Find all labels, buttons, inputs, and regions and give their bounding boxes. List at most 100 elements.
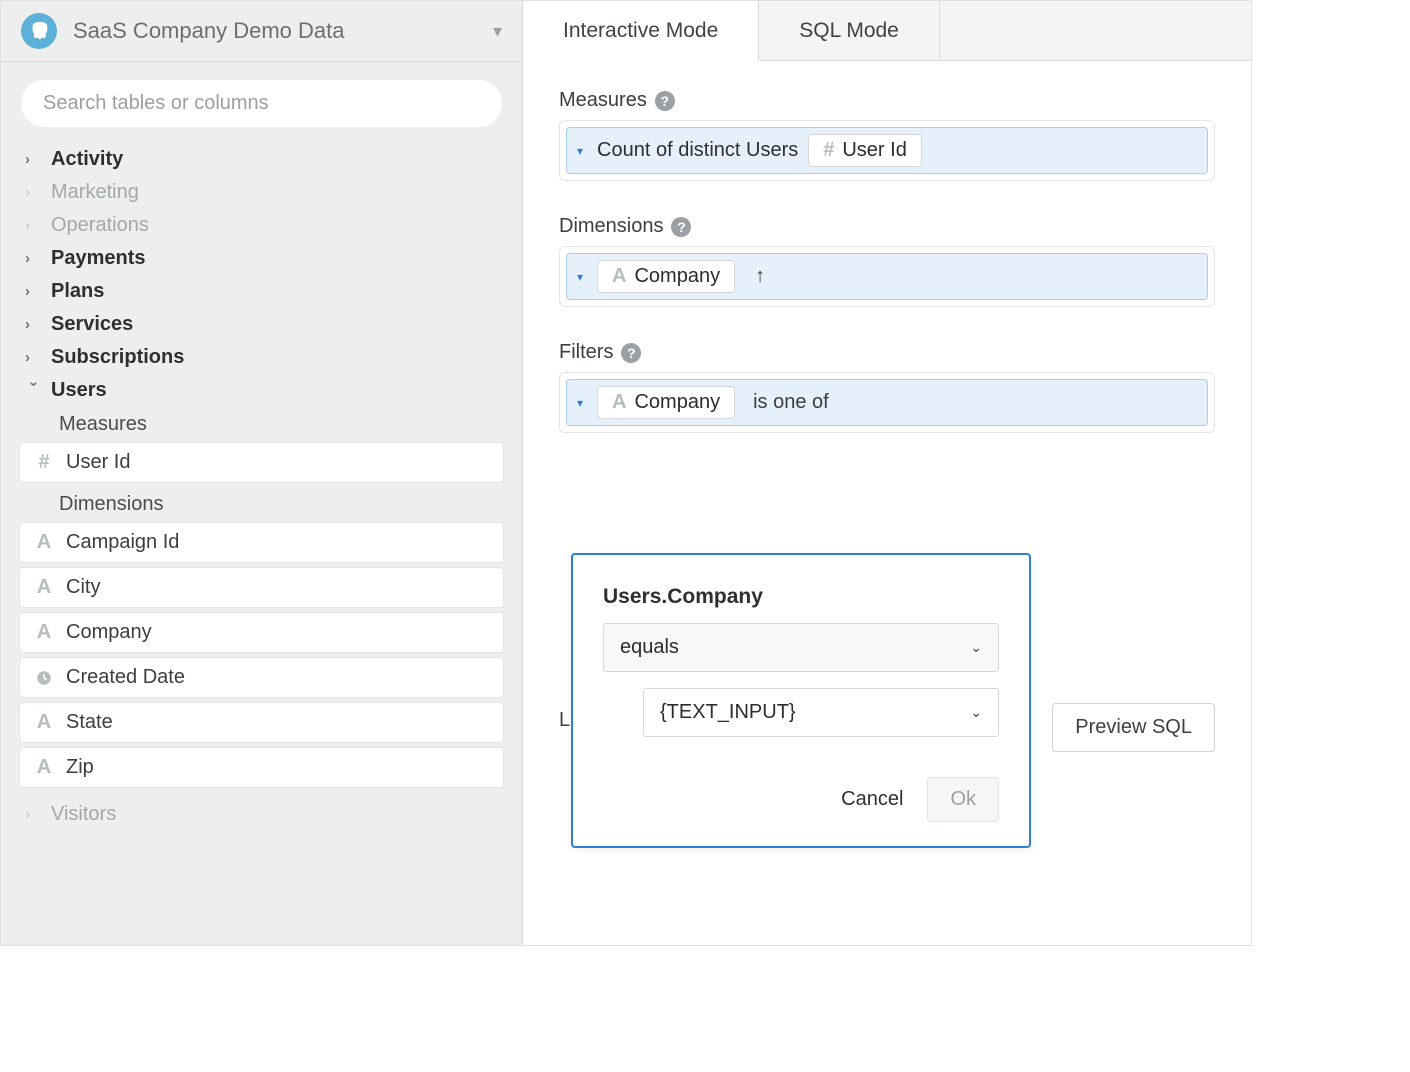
chevron-right-icon: › — [25, 806, 43, 823]
data-source-selector[interactable]: SaaS Company Demo Data ▾ — [1, 1, 522, 62]
field-campaign-id[interactable]: A Campaign Id — [19, 522, 504, 563]
section-title: Filters ? — [559, 341, 1215, 364]
measures-heading: Measures — [1, 407, 522, 442]
main-panel: Interactive Mode SQL Mode Measures ? ▾ C… — [523, 1, 1251, 945]
value-select[interactable]: {TEXT_INPUT} ⌄ — [643, 688, 999, 737]
cancel-button[interactable]: Cancel — [841, 788, 903, 811]
field-created-date[interactable]: Created Date — [19, 657, 504, 698]
sort-asc-icon[interactable]: ↑ — [755, 265, 765, 288]
text-icon: A — [32, 621, 56, 644]
text-icon: A — [32, 756, 56, 779]
search-wrap — [1, 62, 522, 139]
tab-interactive-mode[interactable]: Interactive Mode — [523, 1, 759, 61]
table-visitors[interactable]: › Visitors — [1, 798, 522, 831]
operator-select[interactable]: equals ⌄ — [603, 623, 999, 672]
field-label: Company — [66, 621, 152, 644]
field-company[interactable]: A Company — [19, 612, 504, 653]
table-services[interactable]: › Services — [1, 308, 522, 341]
table-label: Operations — [51, 214, 149, 237]
table-label: Marketing — [51, 181, 139, 204]
dimension-pill[interactable]: ▾ A Company ↑ — [566, 253, 1208, 300]
table-marketing[interactable]: › Marketing — [1, 176, 522, 209]
number-icon: # — [823, 139, 834, 162]
table-plans[interactable]: › Plans — [1, 275, 522, 308]
caret-down-icon[interactable]: ▾ — [577, 270, 583, 284]
chevron-right-icon: › — [25, 316, 43, 333]
chevron-right-icon: › — [25, 283, 43, 300]
filter-pill[interactable]: ▾ A Company is one of — [566, 379, 1208, 426]
table-payments[interactable]: › Payments — [1, 242, 522, 275]
ok-button[interactable]: Ok — [927, 777, 999, 822]
filter-editor-popover: Users.Company equals ⌄ {TEXT_INPUT} ⌄ Ca… — [571, 553, 1031, 848]
chip-label: User Id — [842, 139, 906, 162]
table-label: Users — [51, 379, 107, 402]
tab-sql-mode[interactable]: SQL Mode — [759, 1, 940, 60]
button-label: Ok — [950, 788, 976, 810]
table-label: Services — [51, 313, 133, 336]
button-label: Preview SQL — [1075, 716, 1192, 738]
table-label: Activity — [51, 148, 123, 171]
text-icon: A — [32, 576, 56, 599]
table-users[interactable]: › Users — [1, 374, 522, 407]
text-icon: A — [32, 531, 56, 554]
measures-dropzone[interactable]: ▾ Count of distinct Users # User Id — [559, 120, 1215, 181]
table-operations[interactable]: › Operations — [1, 209, 522, 242]
partial-label: L — [559, 709, 570, 732]
field-label: User Id — [66, 451, 130, 474]
table-tree: › Activity › Marketing › Operations › Pa… — [1, 139, 522, 841]
filter-operator: is one of — [753, 391, 829, 414]
text-icon: A — [612, 265, 626, 288]
dimensions-heading: Dimensions — [1, 487, 522, 522]
chevron-right-icon: › — [25, 151, 43, 168]
section-title: Dimensions ? — [559, 215, 1215, 238]
popover-actions: Cancel Ok — [603, 777, 999, 822]
field-zip[interactable]: A Zip — [19, 747, 504, 788]
field-state[interactable]: A State — [19, 702, 504, 743]
dimensions-list: A Campaign Id A City A Company Created D… — [1, 522, 522, 788]
button-label: Cancel — [841, 788, 903, 810]
chevron-down-icon: ⌄ — [970, 704, 982, 721]
field-label: City — [66, 576, 100, 599]
operator-value: equals — [620, 636, 679, 659]
chevron-right-icon: › — [25, 349, 43, 366]
table-activity[interactable]: › Activity — [1, 143, 522, 176]
tab-label: SQL Mode — [799, 19, 899, 42]
table-subscriptions[interactable]: › Subscriptions — [1, 341, 522, 374]
help-icon[interactable]: ? — [655, 91, 675, 111]
measure-chip-user-id[interactable]: # User Id — [808, 134, 922, 167]
field-label: Campaign Id — [66, 531, 179, 554]
field-label: Created Date — [66, 666, 185, 689]
table-label: Visitors — [51, 803, 116, 826]
dimension-chip-company[interactable]: A Company — [597, 260, 735, 293]
section-title-text: Dimensions — [559, 215, 663, 238]
measures-section: Measures ? ▾ Count of distinct Users # U… — [559, 89, 1215, 181]
field-label: Zip — [66, 756, 94, 779]
query-builder: Measures ? ▾ Count of distinct Users # U… — [523, 61, 1251, 495]
popover-title: Users.Company — [603, 585, 999, 609]
field-city[interactable]: A City — [19, 567, 504, 608]
chevron-down-icon: › — [26, 382, 43, 400]
caret-down-icon[interactable]: ▾ — [577, 144, 583, 158]
preview-sql-button[interactable]: Preview SQL — [1052, 703, 1215, 752]
search-input[interactable] — [21, 80, 502, 127]
field-label: State — [66, 711, 113, 734]
aggregation-label: Count of distinct Users — [597, 139, 798, 162]
sidebar: SaaS Company Demo Data ▾ › Activity › Ma… — [1, 1, 523, 945]
filters-dropzone[interactable]: ▾ A Company is one of — [559, 372, 1215, 433]
postgres-icon — [21, 13, 57, 49]
chevron-down-icon: ⌄ — [970, 639, 982, 656]
help-icon[interactable]: ? — [621, 343, 641, 363]
section-title: Measures ? — [559, 89, 1215, 112]
caret-down-icon[interactable]: ▾ — [577, 396, 583, 410]
value-placeholder: {TEXT_INPUT} — [660, 701, 796, 724]
text-icon: A — [32, 711, 56, 734]
field-user-id[interactable]: # User Id — [19, 442, 504, 483]
chip-label: Company — [634, 265, 720, 288]
table-label: Subscriptions — [51, 346, 184, 369]
measure-pill[interactable]: ▾ Count of distinct Users # User Id — [566, 127, 1208, 174]
mode-tabs: Interactive Mode SQL Mode — [523, 1, 1251, 61]
data-source-name: SaaS Company Demo Data — [73, 18, 493, 44]
dimensions-dropzone[interactable]: ▾ A Company ↑ — [559, 246, 1215, 307]
filter-chip-company[interactable]: A Company — [597, 386, 735, 419]
help-icon[interactable]: ? — [671, 217, 691, 237]
